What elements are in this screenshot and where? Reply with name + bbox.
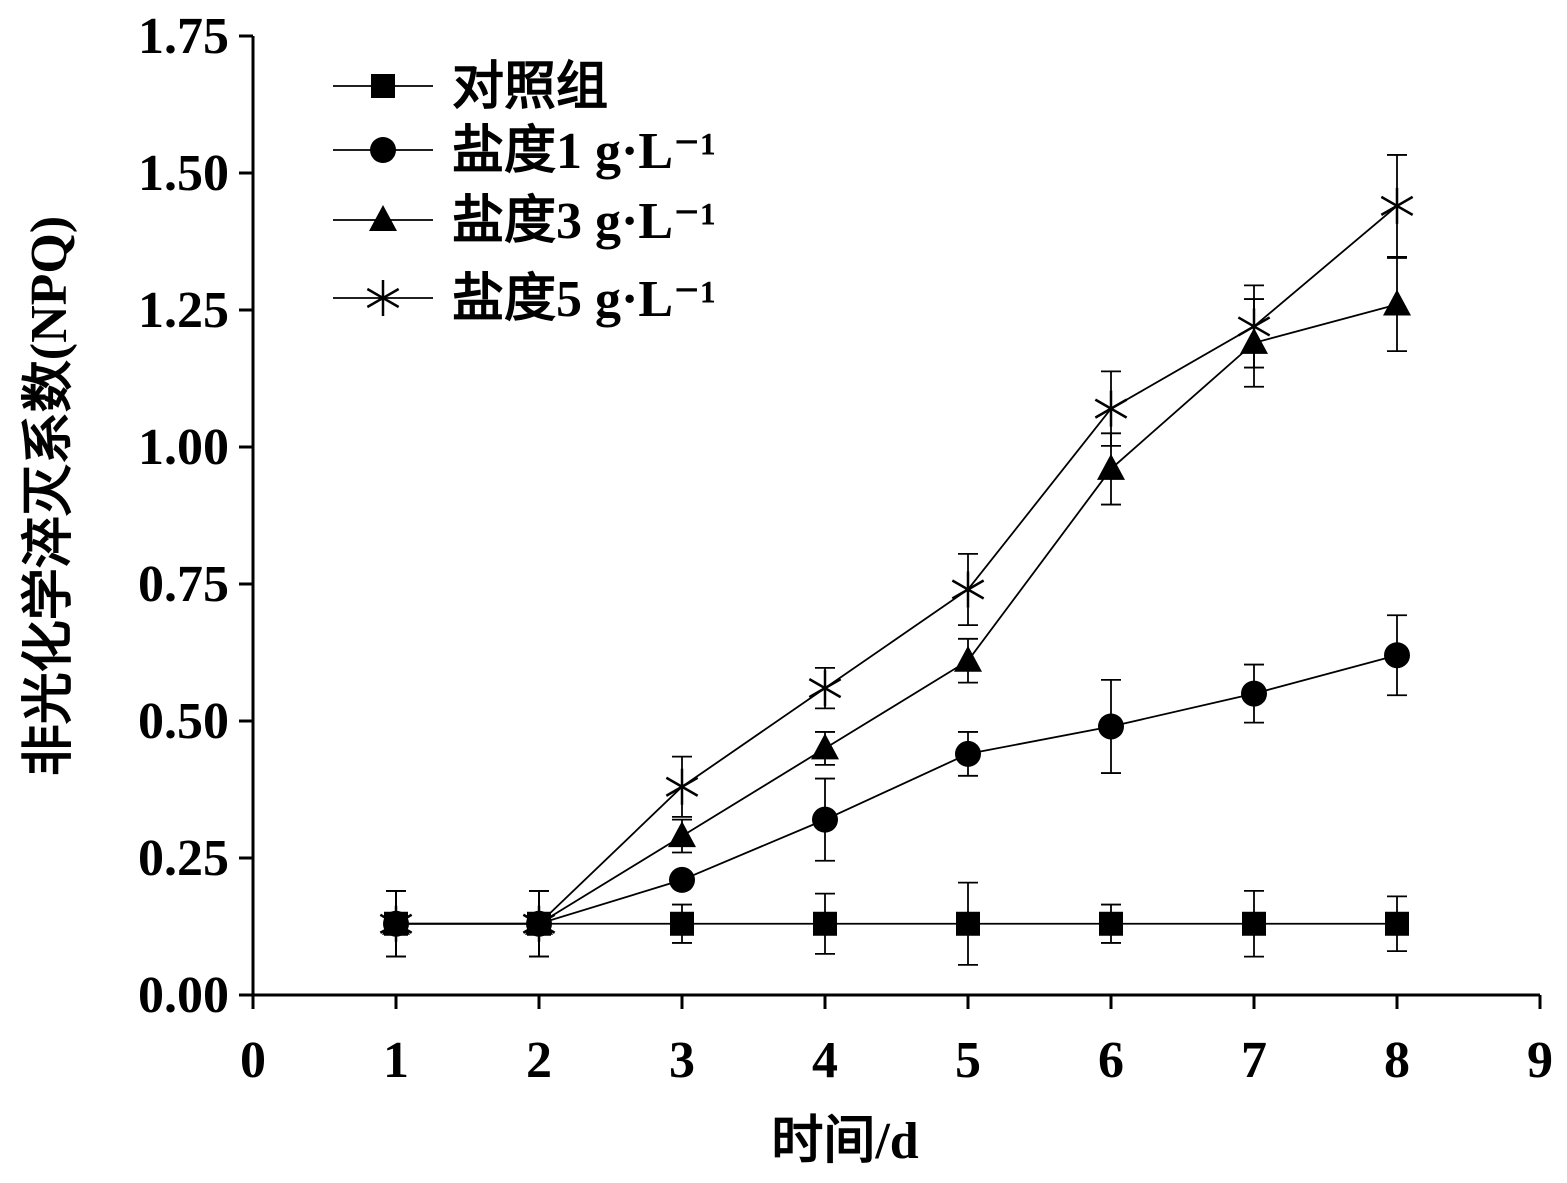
star-stroke [522, 913, 556, 934]
data-point [1237, 308, 1271, 345]
x-tick-label: 6 [1098, 1032, 1124, 1089]
y-tick-label: 1.25 [138, 282, 229, 339]
data-point [668, 821, 696, 848]
star-stroke [379, 913, 413, 934]
data-point [1384, 642, 1410, 669]
data-point [522, 905, 556, 942]
data-point [379, 905, 413, 942]
data-point [669, 866, 695, 893]
data-markers [379, 187, 1414, 942]
y-tick-label: 0.50 [138, 693, 229, 750]
data-point [1380, 187, 1414, 224]
legend-marker [371, 74, 395, 98]
y-tick-label: 0.00 [138, 967, 229, 1024]
data-point [812, 806, 838, 833]
data-point [1242, 911, 1266, 936]
data-point [1241, 680, 1267, 707]
data-point [1385, 911, 1409, 936]
data-point [808, 670, 842, 707]
axes [251, 36, 1540, 997]
data-point [1099, 911, 1123, 936]
x-tick-label: 1 [383, 1032, 409, 1089]
data-point [813, 911, 837, 936]
legend-marker [369, 205, 397, 231]
y-tick-label: 0.25 [138, 830, 229, 887]
x-tick-label: 9 [1527, 1032, 1553, 1089]
data-point [665, 768, 699, 805]
star-stroke [366, 287, 400, 309]
star-stroke [1237, 316, 1271, 337]
data-point [951, 571, 985, 608]
y-axis-title: 非光化学淬灭系数(NPQ) [20, 216, 78, 776]
star-stroke [951, 579, 985, 600]
series-lines [396, 205, 1398, 925]
series-line-3 [396, 205, 1398, 925]
x-axis-title: 时间/d [771, 1113, 918, 1170]
y-tick-label: 1.00 [138, 419, 229, 476]
x-tick-label: 5 [955, 1032, 981, 1089]
x-tick-label: 7 [1241, 1032, 1267, 1089]
ticks: 0 1 2 3 4 5 6 7 8 9 0.00 0.25 0.50 0.75 1.00 1.25 1.50 1.… [138, 8, 1553, 1089]
star-stroke [1094, 398, 1128, 419]
legend-marker [370, 137, 396, 163]
data-point [955, 740, 981, 767]
x-tick-label: 2 [526, 1032, 552, 1089]
star-stroke [665, 776, 699, 797]
star-stroke [1380, 195, 1414, 216]
data-point [670, 911, 694, 936]
y-tick-label: 1.50 [138, 145, 229, 202]
data-point [954, 645, 982, 672]
x-tick-label: 0 [240, 1032, 266, 1089]
y-tick-label: 1.75 [138, 8, 229, 65]
data-point [1094, 390, 1128, 427]
legend-label: 盐度3 g·L⁻¹ [452, 192, 716, 250]
y-tick-label: 0.75 [138, 556, 229, 613]
legend-label: 盐度1 g·L⁻¹ [452, 122, 716, 180]
series-line-1 [396, 654, 1398, 925]
legend-label: 盐度5 g·L⁻¹ [452, 270, 716, 328]
data-point [1383, 289, 1411, 316]
legend-marker [366, 280, 400, 316]
star-stroke [808, 678, 842, 699]
data-point [1097, 453, 1125, 480]
data-point [811, 733, 839, 760]
x-tick-label: 3 [669, 1032, 695, 1089]
x-tick-label: 4 [812, 1032, 838, 1089]
legend-label: 对照组 [452, 58, 608, 116]
data-point [1098, 713, 1124, 740]
x-tick-label: 8 [1384, 1032, 1410, 1089]
series-line-2 [396, 303, 1398, 925]
data-point [956, 911, 980, 936]
